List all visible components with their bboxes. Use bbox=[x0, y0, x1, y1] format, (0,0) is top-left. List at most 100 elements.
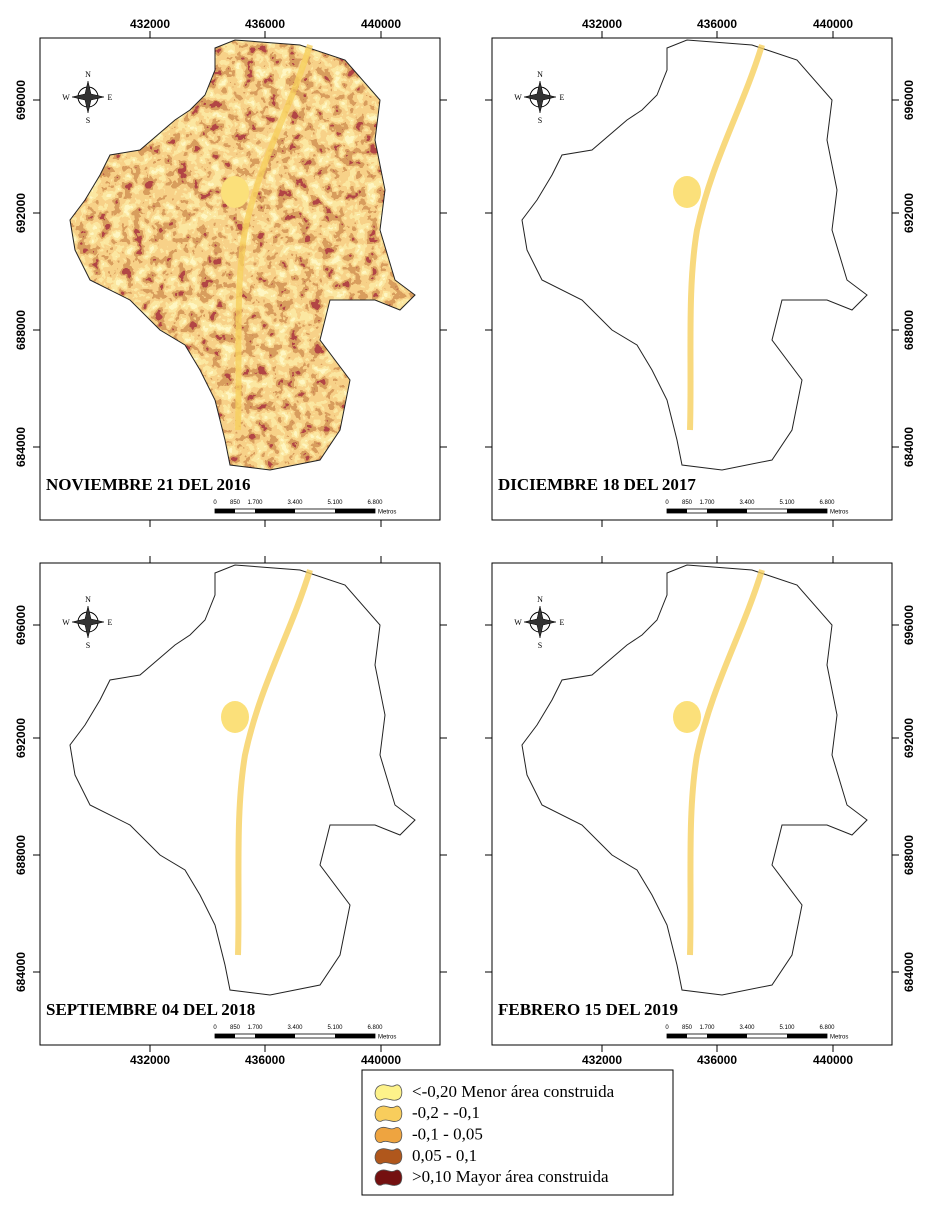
scale-unit: Metros bbox=[830, 1035, 848, 1041]
scale-bar-segment bbox=[335, 509, 375, 513]
scale-label: 3.400 bbox=[287, 500, 303, 506]
compass-rose bbox=[71, 605, 105, 639]
compass-letter: S bbox=[86, 116, 90, 125]
compass-letter: E bbox=[108, 93, 113, 102]
scale-label: 3.400 bbox=[739, 1025, 755, 1031]
y-tick-label: 688000 bbox=[902, 310, 916, 350]
scale-label: 5.100 bbox=[327, 500, 343, 506]
compass-rose bbox=[71, 80, 105, 114]
scale-bar-segment bbox=[667, 1034, 687, 1038]
y-tick-label: 684000 bbox=[902, 952, 916, 992]
y-tick-label: 696000 bbox=[14, 80, 28, 120]
scale-label: 1.700 bbox=[247, 500, 263, 506]
compass-rose bbox=[523, 605, 557, 639]
scale-unit: Metros bbox=[830, 510, 848, 516]
scale-label: 6.800 bbox=[819, 1025, 835, 1031]
scale-label: 5.100 bbox=[779, 1025, 795, 1031]
y-tick-label: 692000 bbox=[14, 718, 28, 758]
scale-bar-segment bbox=[335, 1034, 375, 1038]
park bbox=[221, 176, 249, 208]
scale-label: 0 bbox=[213, 500, 217, 506]
scale-label: 850 bbox=[682, 500, 693, 506]
compass-letter: N bbox=[537, 70, 543, 79]
river bbox=[687, 569, 765, 956]
scale-label: 850 bbox=[230, 500, 241, 506]
legend-swatch bbox=[374, 1126, 403, 1144]
scale-bar-segment bbox=[667, 509, 687, 513]
x-tick-label: 436000 bbox=[697, 17, 737, 31]
compass-letter: N bbox=[85, 70, 91, 79]
panel-title: FEBRERO 15 DEL 2019 bbox=[498, 1000, 678, 1019]
scale-label: 6.800 bbox=[367, 1025, 383, 1031]
legend-swatch bbox=[374, 1084, 403, 1101]
scale-label: 0 bbox=[213, 1025, 217, 1031]
legend-label: -0,2 - -0,1 bbox=[412, 1103, 480, 1122]
legend-swatch bbox=[374, 1105, 403, 1122]
scale-bar-segment bbox=[255, 1034, 295, 1038]
map-panel: 432000 436000 440000 696000 692000 688000 6840… bbox=[485, 556, 916, 1067]
river bbox=[235, 44, 313, 431]
y-tick-label: 692000 bbox=[902, 193, 916, 233]
scale-label: 6.800 bbox=[367, 500, 383, 506]
river bbox=[235, 569, 313, 956]
scale-bar-segment bbox=[787, 509, 827, 513]
y-tick-label: 692000 bbox=[14, 193, 28, 233]
panel-title: DICIEMBRE 18 DEL 2017 bbox=[498, 475, 696, 494]
map-panel: 432000 436000 440000 696000 692000 688000 6840… bbox=[14, 17, 447, 527]
y-tick-label: 688000 bbox=[14, 310, 28, 350]
x-tick-label: 440000 bbox=[361, 17, 401, 31]
river bbox=[687, 44, 765, 431]
scale-unit: Metros bbox=[378, 510, 396, 516]
compass-letter: W bbox=[514, 618, 522, 627]
compass-letter: S bbox=[538, 116, 542, 125]
city-outline bbox=[69, 564, 416, 996]
map-panel: 432000 436000 440000 696000 692000 688000 6840… bbox=[485, 17, 916, 527]
scale-bar-segment bbox=[707, 1034, 747, 1038]
park bbox=[673, 701, 701, 733]
map-panel: 432000 436000 440000 696000 692000 688000 6840… bbox=[14, 556, 447, 1067]
compass-rose bbox=[523, 80, 557, 114]
compass-letter: W bbox=[62, 618, 70, 627]
x-tick-label: 432000 bbox=[582, 1053, 622, 1067]
legend-label: -0,1 - 0,05 bbox=[412, 1125, 483, 1144]
y-tick-label: 696000 bbox=[902, 80, 916, 120]
compass-letter: E bbox=[560, 93, 565, 102]
x-tick-label: 436000 bbox=[245, 17, 285, 31]
scale-bar-segment bbox=[215, 509, 235, 513]
legend-label: >0,10 Mayor área construida bbox=[412, 1167, 609, 1186]
compass-letter: W bbox=[62, 93, 70, 102]
legend-box bbox=[361, 1069, 674, 1196]
x-tick-label: 440000 bbox=[361, 1053, 401, 1067]
y-tick-label: 684000 bbox=[14, 952, 28, 992]
park bbox=[673, 176, 701, 208]
city-outline bbox=[521, 564, 868, 996]
legend-swatch bbox=[374, 1169, 403, 1186]
panel-title: SEPTIEMBRE 04 DEL 2018 bbox=[46, 1000, 255, 1019]
scale-bar-segment bbox=[215, 1034, 235, 1038]
compass-letter: N bbox=[537, 595, 543, 604]
y-tick-label: 696000 bbox=[902, 605, 916, 645]
scale-unit: Metros bbox=[378, 1035, 396, 1041]
y-tick-label: 684000 bbox=[14, 427, 28, 467]
scale-label: 850 bbox=[230, 1025, 241, 1031]
compass-letter: E bbox=[108, 618, 113, 627]
scale-bar-segment bbox=[787, 1034, 827, 1038]
y-tick-label: 688000 bbox=[14, 835, 28, 875]
compass-letter: E bbox=[560, 618, 565, 627]
y-tick-label: 692000 bbox=[902, 718, 916, 758]
y-tick-label: 688000 bbox=[902, 835, 916, 875]
scale-label: 3.400 bbox=[287, 1025, 303, 1031]
x-tick-label: 436000 bbox=[245, 1053, 285, 1067]
x-tick-label: 432000 bbox=[582, 17, 622, 31]
panel-title: NOVIEMBRE 21 DEL 2016 bbox=[46, 475, 251, 494]
scale-bar-segment bbox=[707, 509, 747, 513]
legend-label: 0,05 - 0,1 bbox=[412, 1146, 477, 1165]
compass-letter: S bbox=[538, 641, 542, 650]
scale-label: 5.100 bbox=[779, 500, 795, 506]
scale-label: 0 bbox=[665, 1025, 669, 1031]
x-tick-label: 440000 bbox=[813, 17, 853, 31]
scale-label: 3.400 bbox=[739, 500, 755, 506]
city-outline bbox=[521, 39, 868, 471]
x-tick-label: 432000 bbox=[130, 1053, 170, 1067]
x-tick-label: 440000 bbox=[813, 1053, 853, 1067]
